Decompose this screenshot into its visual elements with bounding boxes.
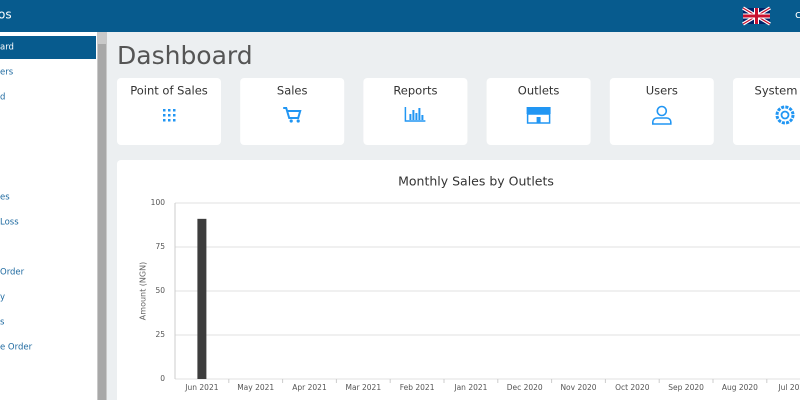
card[interactable]: System Se bbox=[733, 78, 800, 145]
icon-part bbox=[163, 114, 166, 117]
card-box bbox=[363, 78, 468, 145]
icon-part bbox=[173, 114, 176, 117]
x-tick-label: Sep 2020 bbox=[668, 383, 704, 392]
card-box bbox=[733, 78, 800, 145]
card-label: Point of Sales bbox=[130, 84, 208, 98]
icon-part bbox=[775, 105, 795, 125]
x-tick-label: Oct 2020 bbox=[615, 383, 650, 392]
menu-item[interactable]: Order bbox=[0, 268, 25, 278]
chart: 0 25 50 75 100 Jun 2021 May 2021 Apr 2021 Mar 20… bbox=[151, 198, 800, 392]
icon-part bbox=[168, 114, 171, 117]
card[interactable]: Reports bbox=[363, 78, 468, 145]
icon-part bbox=[283, 107, 302, 119]
icon-part bbox=[412, 110, 415, 120]
icon-part bbox=[173, 119, 176, 122]
icon-part bbox=[163, 109, 166, 112]
icon-part bbox=[418, 108, 421, 120]
icon-part bbox=[652, 117, 672, 125]
card[interactable]: Outlets bbox=[486, 78, 591, 145]
x-tick-label: Jul 2020 bbox=[777, 383, 800, 392]
card[interactable]: Users bbox=[609, 78, 714, 145]
icon-part bbox=[168, 109, 171, 112]
page-title: Dashboard bbox=[117, 41, 253, 70]
x-tick-label: May 2021 bbox=[237, 383, 274, 392]
y-tick-label: 25 bbox=[155, 330, 165, 339]
user-menu[interactable]: c bbox=[795, 8, 800, 21]
menu-item[interactable]: ard bbox=[0, 43, 14, 53]
icon-part bbox=[163, 119, 166, 122]
icon-part bbox=[289, 119, 293, 123]
card-label: System Se bbox=[755, 84, 800, 98]
menu-item[interactable]: ers bbox=[0, 68, 14, 78]
icon-part bbox=[173, 109, 176, 112]
card-label: Users bbox=[646, 84, 678, 98]
icon-part bbox=[656, 105, 668, 117]
card-label: Outlets bbox=[518, 84, 560, 98]
icon-part bbox=[780, 110, 790, 120]
y-axis-label: Amount (NGN) bbox=[139, 262, 148, 320]
menu-item[interactable]: s bbox=[0, 318, 5, 328]
icon-part bbox=[168, 119, 171, 122]
x-tick-label: Jun 2021 bbox=[184, 383, 218, 392]
menu-item[interactable]: e Order bbox=[0, 343, 33, 353]
chart-panel bbox=[117, 160, 800, 400]
y-tick-label: 100 bbox=[151, 198, 166, 207]
card[interactable]: Point of Sales bbox=[117, 78, 221, 145]
icon-part bbox=[536, 117, 541, 123]
menu-item[interactable]: es bbox=[0, 193, 10, 203]
x-tick-label: Mar 2021 bbox=[345, 383, 381, 392]
card-box bbox=[609, 78, 714, 145]
icon-part bbox=[415, 113, 418, 120]
bar bbox=[197, 218, 207, 379]
card[interactable]: Sales bbox=[240, 78, 345, 145]
x-tick-label: Feb 2021 bbox=[400, 383, 435, 392]
y-tick-label: 75 bbox=[155, 242, 165, 251]
scroll-thumb[interactable] bbox=[98, 44, 106, 400]
menu-item[interactable]: y bbox=[0, 293, 5, 303]
y-tick-label: 50 bbox=[155, 286, 165, 295]
card-label: Sales bbox=[277, 84, 308, 98]
x-tick-label: Apr 2021 bbox=[292, 383, 327, 392]
x-tick-label: Dec 2020 bbox=[507, 383, 543, 392]
x-tick-label: Aug 2020 bbox=[722, 383, 758, 392]
top-bar bbox=[0, 0, 800, 32]
x-tick-label: Jan 2021 bbox=[453, 383, 487, 392]
sidebar bbox=[0, 32, 97, 400]
icon-part bbox=[296, 119, 300, 123]
sidebar-menu: ard ers d es Loss Order y s e Order bbox=[0, 36, 96, 353]
menu-item[interactable]: Loss bbox=[0, 218, 19, 228]
active-item bbox=[0, 36, 96, 59]
icon-part bbox=[526, 107, 551, 114]
chart-title: Monthly Sales by Outlets bbox=[398, 174, 554, 189]
card-label: Reports bbox=[393, 84, 437, 98]
shortcut-cards: Point of Sales Sales Reports Outlets Users Sy… bbox=[117, 78, 800, 145]
menu-item[interactable]: d bbox=[0, 93, 5, 103]
icon-part bbox=[409, 114, 412, 120]
language-flag[interactable] bbox=[742, 6, 771, 26]
x-tick-label: Nov 2020 bbox=[560, 383, 596, 392]
y-tick-label: 0 bbox=[160, 374, 165, 383]
icon-part bbox=[421, 115, 424, 120]
brand[interactable]: os bbox=[0, 8, 12, 22]
icon-part bbox=[404, 107, 426, 122]
